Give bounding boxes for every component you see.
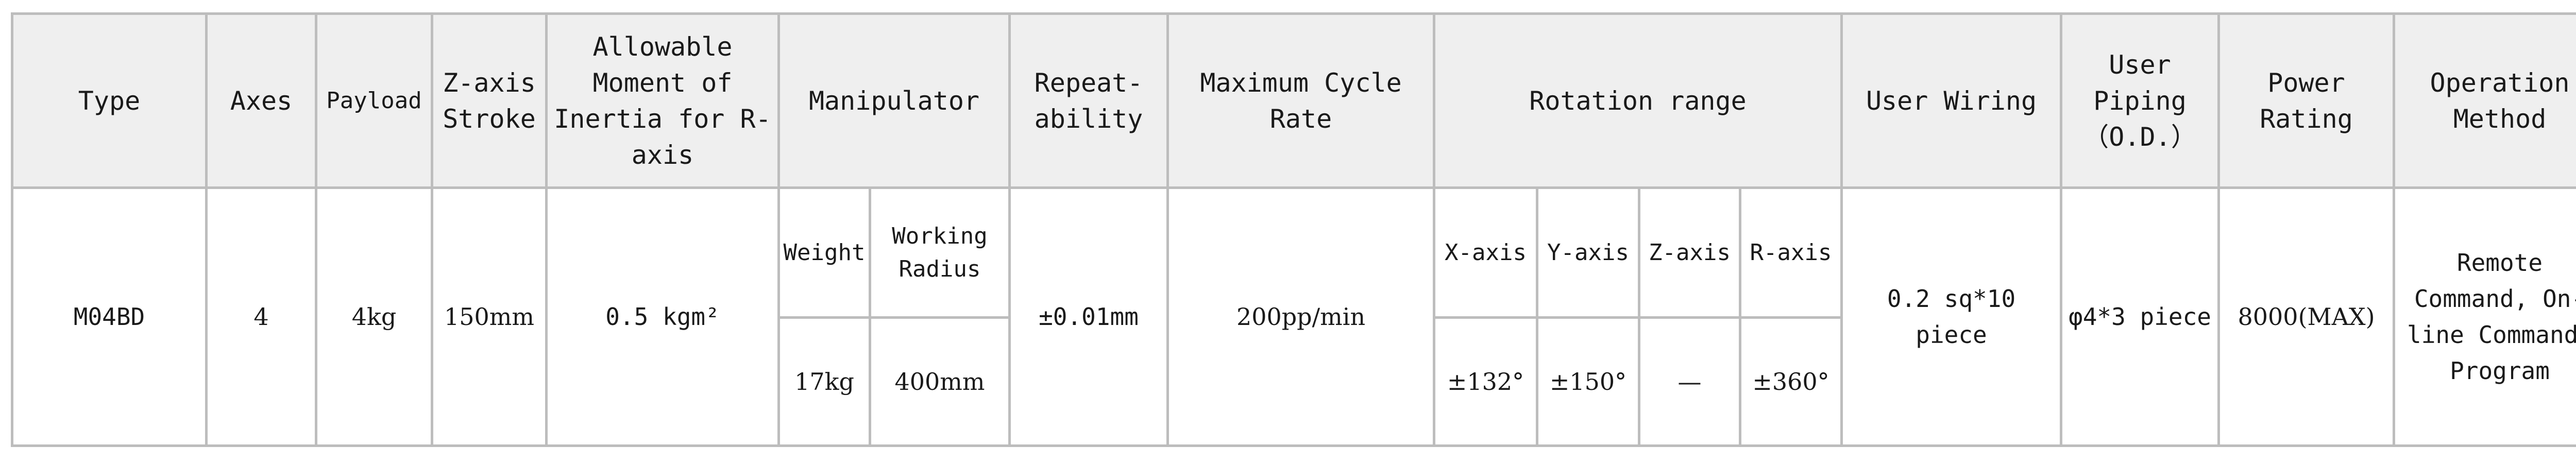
cell-user-wiring: 0.2 sq*10 piece — [1840, 186, 2063, 447]
data-row-values: 17kg 400mm ±132° ±150° — ±360° — [12, 316, 2576, 447]
cell-repeatability: ±0.01mm — [1008, 186, 1170, 447]
header-allowable-moment: Allowable Moment of Inertia for R-axis — [545, 12, 780, 189]
subheader-z-axis: Z-axis — [1638, 186, 1742, 319]
cell-axes: 4 — [205, 186, 317, 447]
cell-y-axis-range: ±150° — [1536, 316, 1641, 447]
header-z-axis-stroke: Z-axis Stroke — [431, 12, 548, 189]
header-type: Type — [11, 12, 208, 189]
header-rotation-range: Rotation range — [1433, 12, 1843, 189]
cell-power-rating: 8000(MAX) — [2217, 186, 2396, 447]
header-axes: Axes — [205, 12, 317, 189]
cell-user-piping: φ4*3 piece — [2060, 186, 2221, 447]
header-repeatability: Repeat-ability — [1008, 12, 1170, 189]
subheader-x-axis: X-axis — [1433, 186, 1539, 319]
header-user-piping: User Piping（O.D.） — [2060, 12, 2221, 189]
subheader-r-axis: R-axis — [1739, 186, 1843, 319]
header-operation-method: Operation Method — [2393, 12, 2576, 189]
cell-operation-method: Remote Command, On-line Command, Program — [2393, 186, 2576, 447]
cell-r-axis-range: ±360° — [1739, 316, 1843, 447]
cell-weight: 17kg — [777, 316, 871, 447]
subheader-y-axis: Y-axis — [1536, 186, 1641, 319]
cell-payload: 4kg — [315, 186, 433, 447]
subheader-weight: Weight — [777, 186, 871, 319]
header-maximum-cycle-rate: Maximum Cycle Rate — [1166, 12, 1436, 189]
cell-maximum-cycle-rate: 200pp/min — [1166, 186, 1436, 447]
header-payload: Payload — [315, 12, 433, 189]
cell-z-axis-range: — — [1638, 316, 1742, 447]
robot-spec-table: Type Axes Payload Z-axis Stroke Allowabl… — [11, 12, 2576, 447]
subheader-working-radius: Working Radius — [868, 186, 1011, 319]
cell-z-axis-stroke: 150mm — [431, 186, 548, 447]
cell-x-axis-range: ±132° — [1433, 316, 1539, 447]
cell-type: M04BD — [11, 186, 208, 447]
header-user-wiring: User Wiring — [1840, 12, 2063, 189]
cell-allowable-moment: 0.5 kgm² — [545, 186, 780, 447]
header-manipulator: Manipulator — [777, 12, 1011, 189]
header-row: Type Axes Payload Z-axis Stroke Allowabl… — [11, 12, 2576, 189]
header-power-rating: Power Rating — [2217, 12, 2396, 189]
data-row: M04BD 4 4kg 150mm 0.5 kgm² Weight Workin… — [11, 186, 2576, 447]
cell-working-radius: 400mm — [868, 316, 1011, 447]
